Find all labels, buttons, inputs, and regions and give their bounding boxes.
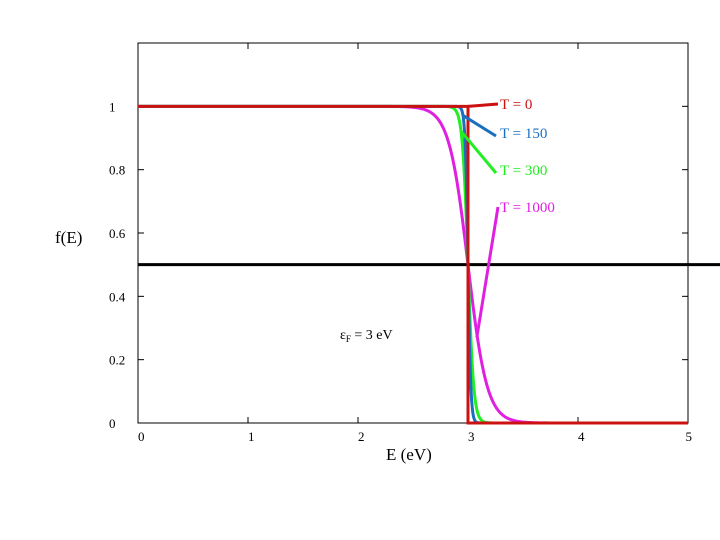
y-tick-label: 1 <box>109 99 116 114</box>
legend-callouts: T = 0 T = 150 T = 300 T = 1000 <box>460 97 555 338</box>
fermi-subscript: F <box>346 334 351 344</box>
x-tick-labels: 0 1 2 3 4 5 <box>138 429 692 444</box>
x-tick-label: 1 <box>248 429 255 444</box>
plot-frame <box>137 42 689 424</box>
y-tick-label: 0.6 <box>109 226 126 241</box>
y-tick-label: 0.4 <box>109 289 126 304</box>
x-tick-label: 3 <box>468 429 475 444</box>
legend-label: T = 150 <box>500 126 547 142</box>
callout-leader <box>467 102 499 108</box>
series-curves <box>138 104 688 425</box>
callout-leader <box>462 114 497 138</box>
fermi-value: = 3 eV <box>351 328 393 343</box>
y-axis-label: f(E) <box>55 228 82 247</box>
legend-label: T = 300 <box>500 163 547 179</box>
callout-leader <box>475 206 500 338</box>
y-tick-label: 0 <box>109 416 116 431</box>
legend-label: T = 1000 <box>500 200 555 216</box>
x-tick-label: 2 <box>358 429 365 444</box>
y-tick-labels: 0 0.2 0.4 0.6 0.8 1 <box>109 99 126 431</box>
series-line-T0 <box>138 104 688 425</box>
x-tick-label: 4 <box>578 429 585 444</box>
x-tick-label: 0 <box>138 429 145 444</box>
fermi-energy-annotation: εF = 3 eV <box>340 328 393 344</box>
tick-marks <box>137 43 689 424</box>
x-tick-label: 5 <box>686 429 693 444</box>
x-axis-label: E (eV) <box>386 445 432 464</box>
y-tick-label: 0.2 <box>109 353 125 368</box>
fermi-symbol: ε <box>340 328 346 343</box>
y-tick-label: 0.8 <box>109 163 125 178</box>
callout-leader <box>460 130 498 174</box>
legend-label: T = 0 <box>500 97 532 113</box>
